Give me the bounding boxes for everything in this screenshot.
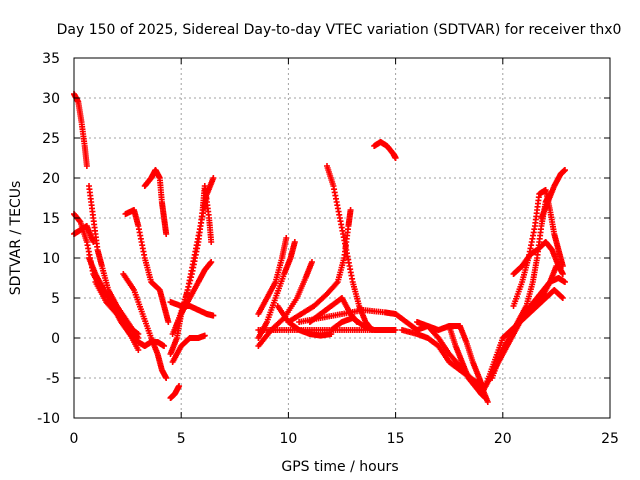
plot-frame	[73, 57, 611, 419]
series-track-25	[296, 307, 399, 325]
series-track-11	[167, 383, 183, 401]
y-tick-label: 35	[42, 51, 60, 67]
data-point	[182, 293, 189, 300]
data-point	[559, 271, 566, 277]
data-point	[187, 277, 194, 284]
x-tick-label: 0	[70, 431, 79, 447]
chart-title: Day 150 of 2025, Sidereal Day-to-day VTE…	[57, 22, 622, 38]
data-point	[90, 239, 97, 245]
y-tick-label: 10	[42, 251, 60, 267]
x-tick-label: 15	[387, 431, 405, 447]
data-point	[135, 347, 142, 353]
data-point	[381, 327, 388, 333]
series-track-37	[510, 239, 566, 277]
data-point	[163, 375, 170, 381]
series-track-14	[171, 183, 215, 333]
series-track-15	[167, 299, 217, 319]
data-point	[561, 279, 568, 285]
series-track-08	[141, 339, 168, 349]
y-tick-label: -10	[37, 411, 60, 427]
series-track-06	[92, 279, 142, 337]
series-track-07	[120, 271, 170, 381]
series-track-16	[169, 332, 208, 365]
data-point	[283, 235, 290, 241]
data-point	[208, 239, 215, 245]
data-point	[210, 312, 217, 319]
x-axis-label: GPS time / hours	[281, 459, 398, 475]
y-tick-labels: -10 -5 0 5 10 15 20 25 30 35	[37, 51, 60, 427]
data-point	[347, 207, 354, 213]
data-point	[83, 163, 90, 169]
data-point	[185, 283, 192, 290]
y-tick-label: -5	[46, 371, 60, 387]
y-tick-label: 20	[42, 171, 60, 187]
y-tick-label: 5	[51, 291, 60, 307]
x-tick-labels: 0 5 10 15 20 25	[70, 431, 619, 447]
x-tick-label: 10	[279, 431, 297, 447]
data-point	[182, 296, 189, 303]
series-track-39	[521, 275, 568, 317]
data-point	[392, 155, 399, 161]
series-track-04	[86, 183, 142, 341]
y-tick-label: 25	[42, 131, 60, 147]
data-points	[71, 91, 568, 405]
data-point	[291, 239, 298, 245]
grid-lines	[74, 58, 610, 418]
data-point	[183, 290, 190, 297]
data-point	[208, 259, 215, 265]
x-tick-label: 20	[494, 431, 512, 447]
series-track-10	[141, 167, 170, 237]
data-point	[484, 399, 491, 405]
data-point	[184, 287, 191, 293]
series-track-21	[274, 303, 335, 339]
data-point	[392, 327, 399, 333]
data-point	[135, 331, 142, 337]
x-tick-label: 5	[177, 431, 186, 447]
x-tick-label: 25	[601, 431, 619, 447]
data-point	[188, 274, 195, 281]
axis-ticks	[73, 57, 611, 419]
data-point	[186, 280, 193, 287]
series-track-09	[122, 207, 172, 325]
data-point	[176, 383, 183, 389]
data-point	[201, 332, 208, 339]
data-point	[163, 231, 170, 237]
y-tick-label: 30	[42, 91, 60, 107]
series-track-38	[538, 167, 568, 221]
data-point	[161, 343, 168, 349]
series-track-17	[255, 235, 290, 317]
y-tick-label: 0	[51, 331, 60, 347]
data-point	[210, 175, 217, 181]
data-point	[559, 295, 566, 301]
y-axis-label: SDTVAR / TECUs	[8, 181, 24, 296]
data-point	[308, 259, 315, 265]
data-point	[561, 167, 568, 173]
series-track-22	[285, 207, 354, 325]
series-track-26	[328, 315, 388, 333]
y-tick-label: 15	[42, 211, 60, 227]
data-point	[165, 319, 172, 325]
series-track-27	[371, 139, 399, 161]
